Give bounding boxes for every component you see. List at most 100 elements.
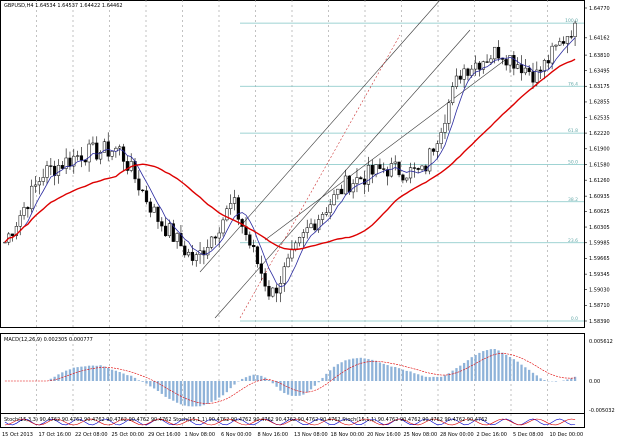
candle [118, 144, 122, 156]
time-tick-label: 29 Oct 16:00 [148, 432, 181, 438]
time-tick-label: 18 Nov 00:00 [331, 432, 365, 438]
candle [271, 287, 275, 298]
candle [229, 194, 233, 215]
candle [451, 82, 455, 106]
candle [194, 252, 198, 267]
candle [125, 155, 129, 175]
candle [236, 194, 240, 226]
price-tick-label: 1.60935 [589, 194, 610, 200]
candle [416, 167, 420, 174]
stoch-line-main [4, 418, 576, 426]
candle [37, 177, 41, 195]
candle [164, 217, 168, 237]
channel-line[interactable] [214, 29, 471, 319]
price-tick-label: 1.58710 [589, 303, 610, 309]
stoch-line-signal [4, 418, 576, 426]
candle [523, 58, 527, 76]
candle [301, 229, 305, 247]
candle [435, 140, 439, 160]
candle [412, 162, 416, 178]
candle [225, 205, 229, 222]
candle [263, 268, 267, 292]
candle [297, 236, 302, 247]
candle [439, 127, 443, 149]
candle [324, 207, 328, 217]
price-tick-label: 1.59345 [589, 272, 610, 278]
candle [183, 240, 187, 258]
candle [431, 147, 436, 156]
candle [313, 219, 317, 232]
candle [477, 61, 482, 77]
candle [141, 189, 145, 193]
ma-slow-line [4, 58, 576, 251]
candle [317, 214, 321, 233]
moving-averages [4, 37, 576, 288]
fib-level-label: 76.4 [568, 81, 578, 87]
candle [64, 148, 68, 174]
candle [496, 40, 501, 62]
fibonacci-levels[interactable]: 100.0 76.4 61.8 50.0 38.2 23.6 0.0 [240, 18, 584, 322]
candle [343, 169, 348, 195]
candle [531, 62, 535, 90]
price-tick-label: 1.61260 [589, 178, 610, 184]
candle [206, 239, 210, 259]
candle [49, 157, 53, 176]
candle [485, 54, 489, 63]
fib-level-label: 50.0 [568, 160, 578, 166]
candle [278, 276, 283, 303]
candle [516, 57, 520, 70]
time-tick-label: 2 Dec 16:00 [477, 432, 507, 438]
candle [359, 175, 363, 180]
price-tick-label: 1.59985 [589, 241, 610, 247]
candle [213, 235, 217, 246]
price-tick-label: 1.64162 [589, 36, 610, 42]
main-pane[interactable] [0, 0, 585, 328]
candles [3, 20, 577, 303]
candle [14, 221, 18, 240]
candle [33, 176, 38, 193]
candle [26, 206, 30, 218]
candle [171, 219, 175, 242]
macd-tick-label: 0.005612 [589, 339, 613, 345]
candle [221, 217, 225, 237]
candle [370, 159, 374, 184]
time-tick-label: 6 Nov 00:00 [221, 432, 252, 438]
symbol-info: GBPUSD,H4 1.64534 1.64537 1.64422 1.6446… [4, 3, 123, 9]
candle [462, 64, 466, 88]
candle [56, 159, 61, 184]
channel-line[interactable] [264, 59, 506, 241]
candle [443, 114, 447, 140]
price-axis: 1.64770 1.64162 1.63810 1.63495 1.63175 1.628… [584, 6, 615, 414]
candle [217, 227, 221, 248]
channel-line[interactable] [199, 0, 441, 273]
candle [565, 36, 570, 54]
candle [91, 136, 95, 146]
candle [76, 150, 80, 161]
candle [408, 162, 413, 184]
time-tick-label: 10 Dec 00:00 [550, 432, 584, 438]
fib-level-label: 61.8 [568, 128, 578, 134]
candle [405, 177, 409, 183]
candle [79, 147, 84, 168]
candle [512, 51, 516, 76]
price-tick-label: 1.61580 [589, 162, 610, 168]
trend-channel[interactable] [199, 0, 506, 319]
time-tick-label: 28 Nov 00:00 [440, 432, 474, 438]
candle [481, 60, 485, 74]
price-tick-label: 1.58390 [589, 319, 610, 325]
candle [562, 36, 566, 46]
macd-signal-line [4, 353, 576, 404]
candle [152, 203, 156, 213]
time-axis: 15 Oct 2013 17 Oct 16:00 22 Oct 08:00 25 Oc… [2, 432, 583, 438]
candle [252, 239, 256, 253]
stoch-label: Stoch(15,3,3) 90.4762 90.4762 90.4762 90… [4, 417, 487, 423]
time-tick-label: 15 Oct 2013 [2, 432, 33, 438]
candle [144, 185, 149, 205]
candle [137, 170, 141, 196]
candle [546, 54, 550, 69]
time-tick-label: 17 Oct 16:00 [39, 432, 72, 438]
candle [60, 161, 64, 170]
candle [508, 55, 512, 73]
